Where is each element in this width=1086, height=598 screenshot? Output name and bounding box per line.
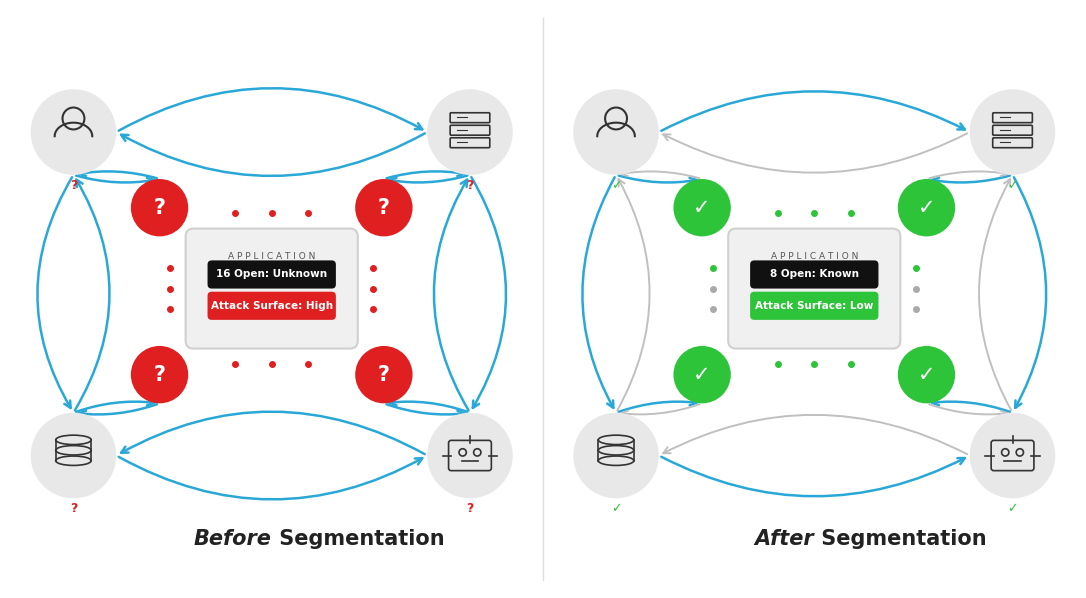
- Circle shape: [970, 89, 1056, 175]
- FancyBboxPatch shape: [207, 292, 336, 320]
- Text: ✓: ✓: [1008, 179, 1018, 192]
- Text: 16 Open: Unknown: 16 Open: Unknown: [216, 270, 327, 279]
- Circle shape: [355, 346, 413, 403]
- Text: ?: ?: [466, 502, 473, 515]
- Text: Segmentation: Segmentation: [814, 529, 987, 549]
- Text: After: After: [755, 529, 814, 549]
- Circle shape: [970, 413, 1056, 498]
- Text: ?: ?: [153, 365, 165, 385]
- Text: ?: ?: [466, 179, 473, 192]
- Text: ✓: ✓: [918, 365, 935, 385]
- FancyBboxPatch shape: [729, 228, 900, 349]
- Text: ✓: ✓: [1008, 502, 1018, 515]
- Circle shape: [130, 179, 188, 236]
- Circle shape: [355, 179, 413, 236]
- Circle shape: [898, 179, 956, 236]
- FancyBboxPatch shape: [750, 292, 879, 320]
- Text: ✓: ✓: [918, 198, 935, 218]
- Circle shape: [130, 346, 188, 403]
- FancyBboxPatch shape: [207, 260, 336, 289]
- Circle shape: [573, 89, 659, 175]
- Circle shape: [898, 346, 956, 403]
- Text: ?: ?: [70, 179, 77, 192]
- Text: ✓: ✓: [693, 365, 711, 385]
- Circle shape: [673, 179, 731, 236]
- Text: ✓: ✓: [610, 179, 621, 192]
- Text: ?: ?: [153, 198, 165, 218]
- Text: Segmentation: Segmentation: [272, 529, 444, 549]
- Circle shape: [427, 89, 513, 175]
- Text: ?: ?: [70, 502, 77, 515]
- Circle shape: [427, 413, 513, 498]
- Text: ✓: ✓: [693, 198, 711, 218]
- Text: 8 Open: Known: 8 Open: Known: [770, 270, 859, 279]
- Text: A P P L I C A T I O N: A P P L I C A T I O N: [228, 252, 315, 261]
- Circle shape: [30, 89, 116, 175]
- Text: Attack Surface: Low: Attack Surface: Low: [755, 301, 873, 311]
- Circle shape: [673, 346, 731, 403]
- Circle shape: [573, 413, 659, 498]
- Text: Before: Before: [193, 529, 272, 549]
- Text: ?: ?: [378, 365, 390, 385]
- Circle shape: [30, 413, 116, 498]
- Text: Attack Surface: High: Attack Surface: High: [211, 301, 332, 311]
- FancyBboxPatch shape: [186, 228, 357, 349]
- Text: ✓: ✓: [610, 502, 621, 515]
- Text: ?: ?: [378, 198, 390, 218]
- Text: A P P L I C A T I O N: A P P L I C A T I O N: [771, 252, 858, 261]
- FancyBboxPatch shape: [750, 260, 879, 289]
